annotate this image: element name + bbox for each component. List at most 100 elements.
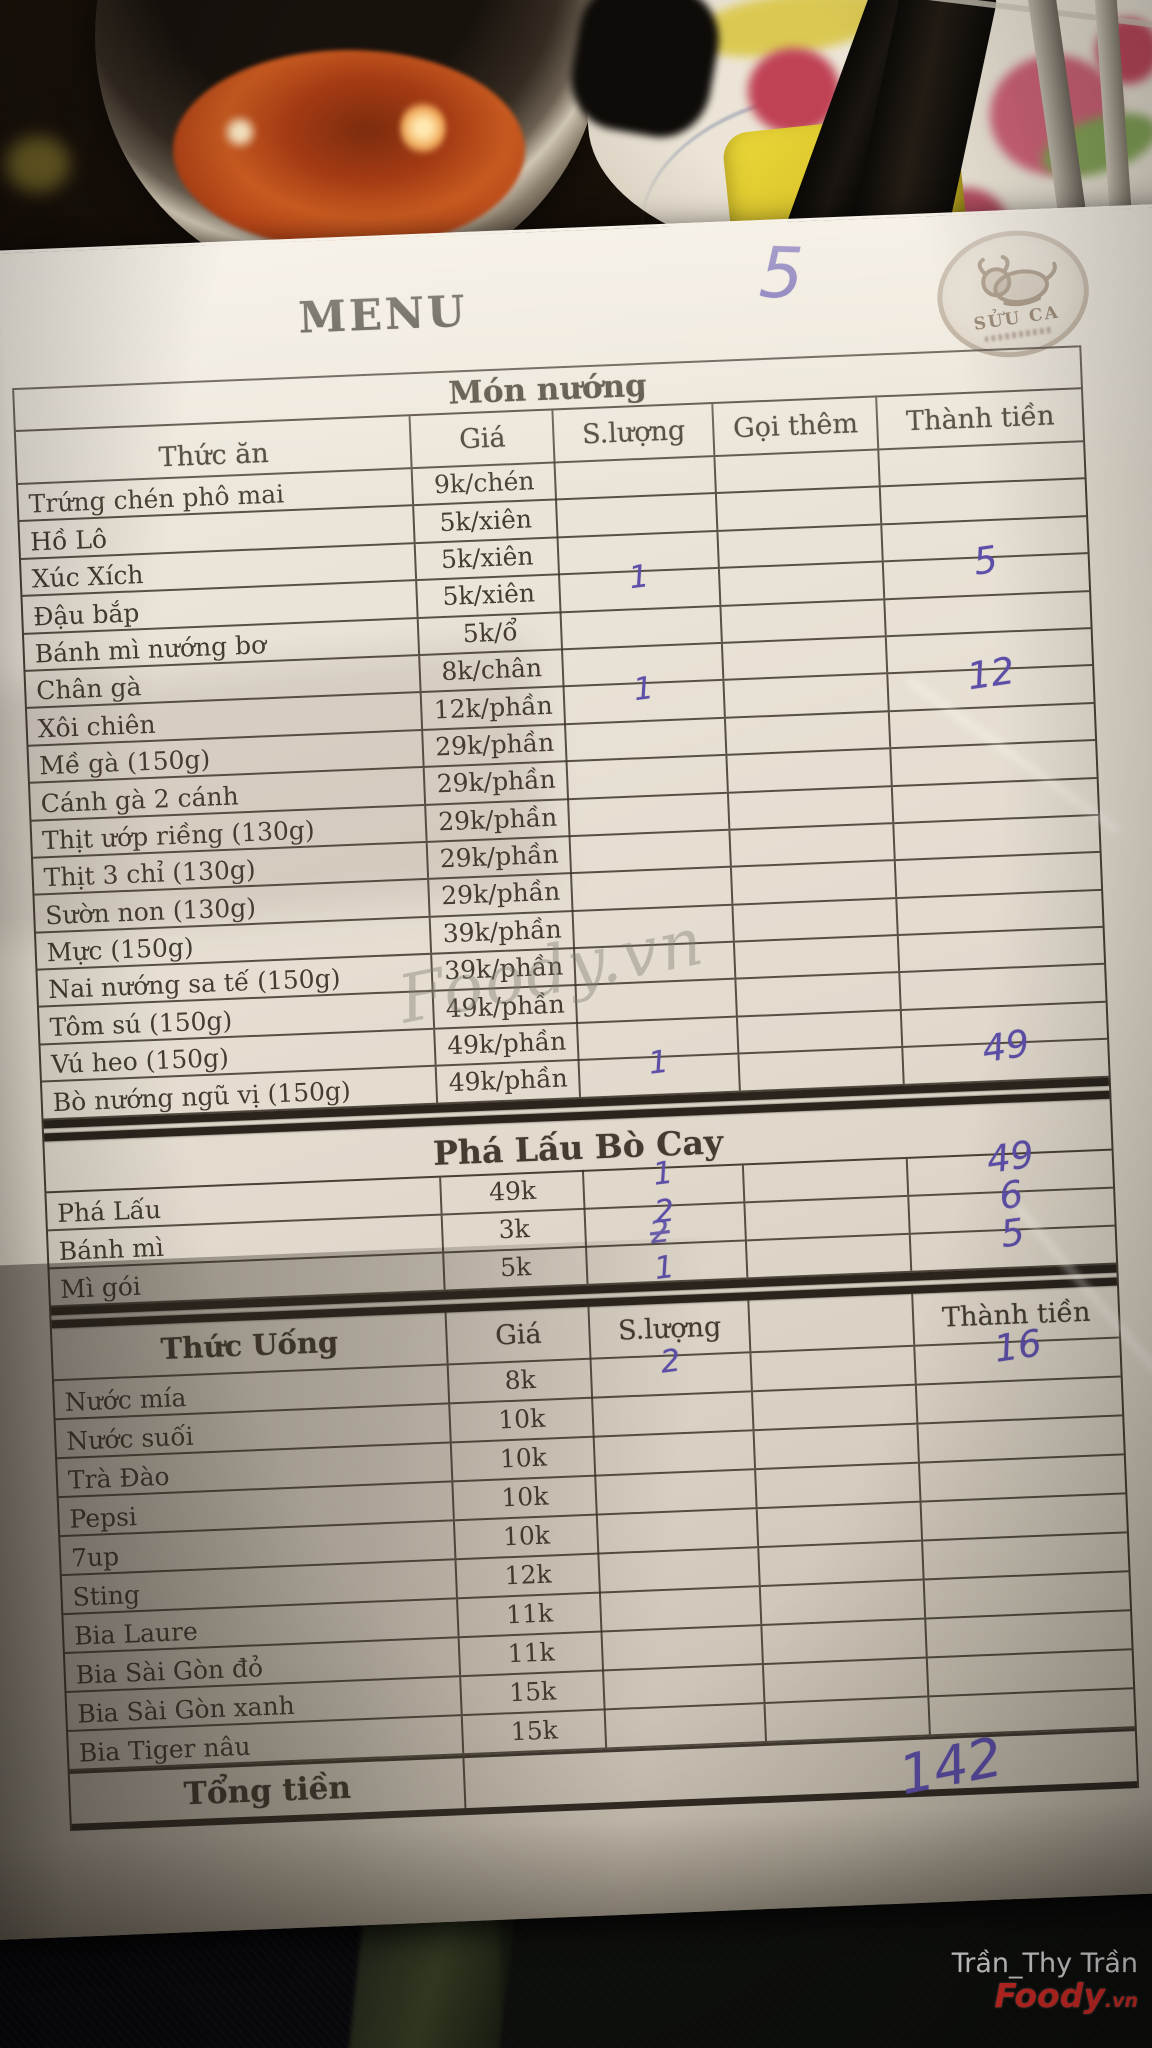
item-total xyxy=(898,891,1103,935)
item-total xyxy=(899,928,1104,972)
item-qty: 1 xyxy=(564,670,727,723)
item-qty xyxy=(598,1508,760,1553)
menu-section: Thức Uống Giá S.lượng Thành tiền Nước mía 8k 2… xyxy=(51,1285,1135,1771)
item-total xyxy=(892,741,1097,785)
item-price: 9k/chén xyxy=(413,461,558,505)
item-extra-order xyxy=(735,936,901,979)
photo-credit: Trần_Thy Trần Foody.vn xyxy=(952,1948,1138,2012)
column-header: Gọi thêm xyxy=(713,397,880,455)
item-extra-order xyxy=(726,711,892,754)
item-extra-order xyxy=(751,1346,918,1390)
item-extra-order xyxy=(765,1697,932,1741)
column-header-label: Thành tiền xyxy=(905,400,1056,438)
item-extra-order xyxy=(732,861,898,904)
item-extra-order xyxy=(757,1502,924,1546)
item-qty xyxy=(561,606,724,649)
item-price: 5k/xiên xyxy=(417,573,562,617)
item-total xyxy=(928,1650,1133,1695)
item-extra-order xyxy=(762,1619,929,1663)
total-label: Tổng tiền xyxy=(69,1757,467,1824)
item-extra-order xyxy=(723,637,889,680)
item-qty xyxy=(602,1625,765,1670)
item-total xyxy=(886,592,1091,636)
column-header: Thành tiền xyxy=(878,389,1083,448)
item-extra-order xyxy=(761,1580,927,1624)
item-total: 5 xyxy=(911,1210,1116,1270)
item-extra-order xyxy=(739,1048,906,1091)
item-total: 49 xyxy=(904,1022,1109,1084)
menu-title: MENU xyxy=(297,286,469,344)
menu-table: Món nướng Thức ăn Giá S.lượng Gọi thêm Thành … xyxy=(12,345,1140,1831)
item-total: 5 xyxy=(884,538,1089,598)
item-extra-order xyxy=(736,973,903,1016)
column-header-label: S.lượng xyxy=(581,415,686,451)
item-qty xyxy=(569,793,731,836)
item-price: 10k xyxy=(452,1435,597,1480)
item-price: 15k xyxy=(461,1669,606,1714)
light-glint xyxy=(223,112,257,152)
item-extra-order xyxy=(718,525,885,568)
item-qty: 1 xyxy=(560,558,722,611)
item-extra-order xyxy=(759,1541,925,1585)
item-price: 5k xyxy=(444,1245,589,1290)
column-header: Giá xyxy=(447,1306,592,1364)
item-price: 49k/phần xyxy=(437,1059,582,1103)
column-header: S.lượng xyxy=(553,404,716,462)
foody-logo: Foody.vn xyxy=(952,1979,1138,2012)
chili-sauce xyxy=(173,50,525,250)
item-qty xyxy=(572,867,734,910)
column-header-label: Thức ăn xyxy=(158,437,270,474)
item-total xyxy=(919,1416,1124,1461)
column-header-label: S.lượng xyxy=(617,1311,722,1347)
item-total xyxy=(917,1377,1122,1422)
item-price: 11k xyxy=(460,1630,605,1675)
item-price: 15k xyxy=(463,1708,608,1753)
item-qty xyxy=(570,830,733,873)
item-qty xyxy=(555,456,718,499)
column-header-label: Giá xyxy=(458,422,507,456)
credit-name: Trần_Thy Trần xyxy=(951,1948,1138,1979)
paper-menu: MENU 5 SỬU CA Món nướng Thức ăn Giá S.lượng… xyxy=(0,203,1152,1941)
item-total xyxy=(901,965,1106,1009)
column-header-label: Gọi thêm xyxy=(732,408,859,445)
item-price: 29k/phần xyxy=(423,722,568,767)
item-price: 5k/xiên xyxy=(414,498,559,542)
item-total xyxy=(881,480,1086,524)
foody-brand: Foody xyxy=(994,1976,1105,2015)
item-extra-order xyxy=(724,674,891,717)
item-extra-order xyxy=(764,1658,930,1702)
column-header-label: Thức Uống xyxy=(160,1324,339,1367)
item-price: 29k/phần xyxy=(426,797,571,841)
item-extra-order xyxy=(721,599,888,642)
item-total: 16 xyxy=(916,1321,1121,1383)
item-total-handwritten: 16 xyxy=(991,1321,1044,1371)
item-price: 49k xyxy=(441,1169,586,1214)
item-price: 29k/phần xyxy=(425,760,570,804)
item-total xyxy=(920,1455,1125,1500)
item-price: 3k xyxy=(443,1207,588,1252)
food-scrap xyxy=(6,136,70,192)
item-extra-order xyxy=(756,1463,922,1507)
item-extra-order xyxy=(727,749,894,792)
item-total xyxy=(890,704,1095,748)
item-total xyxy=(880,442,1085,486)
table-number-handwritten: 5 xyxy=(757,231,805,315)
column-header-label: Giá xyxy=(494,1318,543,1352)
buffalo-icon xyxy=(977,255,1057,307)
item-total-handwritten: 49 xyxy=(979,1022,1032,1072)
item-extra-order xyxy=(738,1010,904,1053)
item-total xyxy=(922,1494,1127,1539)
item-qty xyxy=(596,1469,758,1514)
item-total-handwritten: 12 xyxy=(964,648,1017,698)
item-total: 12 xyxy=(889,648,1094,710)
item-qty xyxy=(605,1703,768,1748)
item-price: 11k xyxy=(458,1591,603,1636)
item-extra-order xyxy=(730,823,897,866)
item-total xyxy=(925,1572,1130,1617)
item-price: 8k xyxy=(449,1357,594,1403)
column-header: Giá xyxy=(411,410,556,468)
item-qty xyxy=(567,755,730,798)
item-qty xyxy=(604,1664,766,1709)
